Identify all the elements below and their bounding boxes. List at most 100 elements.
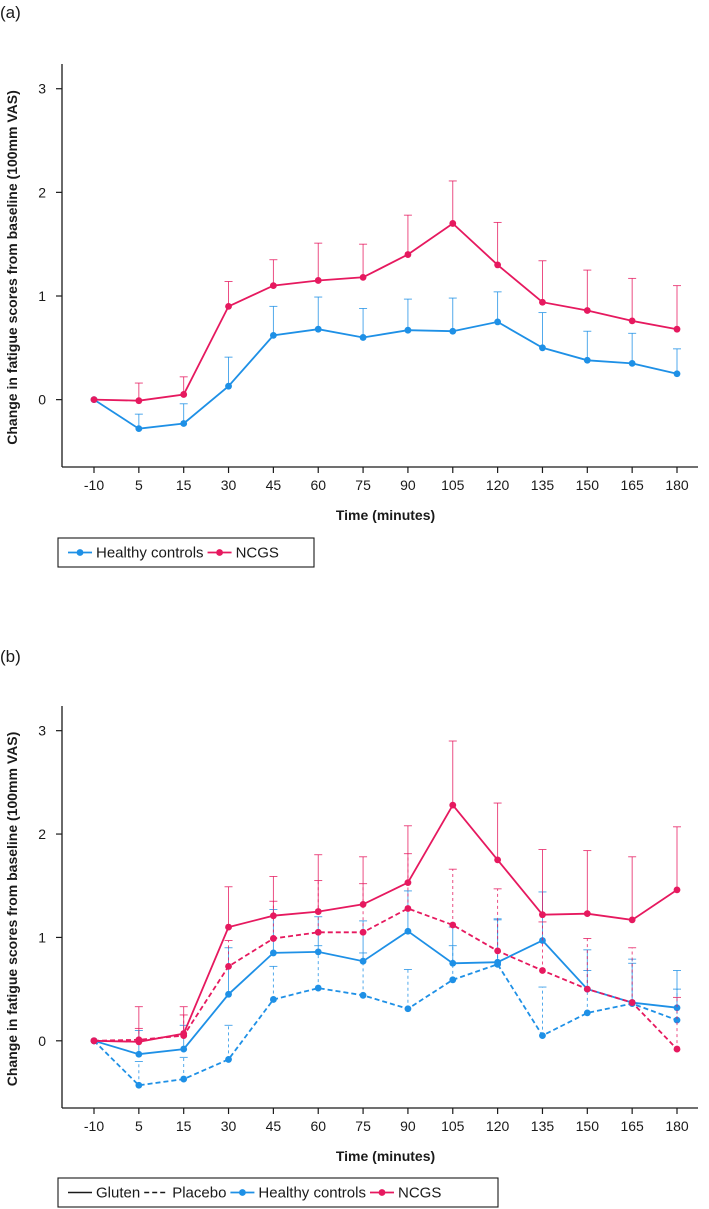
legend-label: Healthy controls [96, 545, 204, 562]
data-point [539, 1032, 546, 1040]
series-0 [90, 291, 681, 433]
x-tick-label: 45 [266, 477, 282, 493]
y-axis-title: Change in fatigue scores from baseline (… [4, 90, 20, 445]
y-axis-title: Change in fatigue scores from baseline (… [4, 732, 20, 1087]
data-point [449, 976, 457, 984]
x-tick-label: 150 [576, 1118, 600, 1134]
data-point [539, 967, 546, 974]
data-point [225, 382, 232, 390]
data-point [583, 356, 591, 364]
x-tick-label: 75 [355, 477, 371, 493]
data-point [314, 325, 322, 333]
y-tick-label: 0 [38, 392, 46, 408]
data-point [135, 1050, 143, 1058]
data-point [404, 251, 412, 258]
data-point [269, 331, 277, 339]
data-point [583, 307, 591, 314]
legend-label: NCGS [398, 1185, 441, 1202]
data-point [404, 905, 412, 912]
data-point [314, 984, 322, 992]
data-point [539, 344, 546, 352]
data-point [494, 856, 502, 864]
data-point [449, 801, 457, 809]
data-point [90, 396, 98, 404]
data-point [404, 1005, 412, 1013]
data-point [180, 1032, 188, 1040]
x-tick-label: 120 [486, 1118, 510, 1134]
x-tick-label: 105 [441, 477, 465, 493]
data-point [359, 957, 367, 965]
series-line [93, 320, 678, 430]
y-tick-label: 2 [38, 826, 46, 842]
x-tick-label: 105 [441, 1118, 465, 1134]
x-tick-label: 15 [176, 477, 192, 493]
data-point [225, 302, 232, 310]
panel-label: (a) [0, 3, 21, 22]
legend-item-1: NCGS [207, 545, 279, 562]
data-point [135, 1081, 143, 1089]
legend-item-0: Gluten [68, 1185, 140, 1202]
x-tick-label: 15 [176, 1118, 192, 1134]
x-tick-label: 75 [355, 1118, 371, 1134]
x-axis-title: Time (minutes) [336, 1148, 435, 1164]
data-point [494, 318, 502, 326]
data-point [539, 298, 546, 306]
x-tick-label: 180 [665, 1118, 689, 1134]
x-tick-label: 60 [310, 1118, 326, 1134]
data-point [628, 359, 636, 367]
legend-marker [378, 1189, 386, 1196]
data-point [628, 999, 636, 1006]
series-line [93, 930, 678, 1056]
legend-label: Placebo [172, 1185, 226, 1202]
series-2 [90, 740, 681, 1046]
x-tick-label: 30 [221, 477, 237, 493]
data-point [314, 277, 322, 284]
legend: Healthy controls NCGS [57, 537, 315, 568]
data-point [494, 960, 502, 968]
data-point [583, 910, 591, 918]
data-point [359, 273, 367, 281]
panel-label: (b) [0, 647, 21, 666]
legend-item-0: Healthy controls [68, 545, 204, 562]
data-point [628, 317, 636, 325]
data-point [628, 916, 636, 924]
data-point [269, 949, 277, 957]
data-point [449, 327, 457, 335]
data-point [449, 921, 457, 929]
legend-box [57, 537, 315, 568]
x-tick-label: 5 [135, 1118, 143, 1134]
x-tick-label: 165 [620, 1118, 644, 1134]
data-point [225, 962, 232, 970]
data-point [449, 959, 457, 967]
legend-box [57, 1177, 499, 1208]
x-tick-label: 60 [310, 477, 326, 493]
data-point [404, 927, 412, 935]
data-point [673, 1045, 681, 1053]
x-tick-label: -10 [84, 477, 104, 493]
x-tick-label: 120 [486, 477, 510, 493]
data-point [135, 425, 143, 433]
data-point [225, 990, 232, 998]
legend: Gluten Placebo Healthy controls NCGS [57, 1177, 499, 1208]
x-axis-title: Time (minutes) [336, 507, 435, 523]
y-tick-label: 1 [38, 288, 46, 304]
data-point [90, 1037, 98, 1045]
data-point [359, 900, 367, 908]
x-tick-label: 30 [221, 1118, 237, 1134]
x-tick-label: 5 [135, 477, 143, 493]
x-tick-label: 135 [531, 477, 555, 493]
data-point [583, 1009, 591, 1017]
data-point [180, 1045, 188, 1053]
data-point [539, 911, 546, 919]
y-tick-label: 1 [38, 929, 46, 945]
series-line [93, 907, 678, 1050]
series-1 [90, 180, 681, 405]
legend-marker [76, 549, 84, 556]
series-line [93, 963, 678, 1087]
data-point [269, 935, 277, 942]
x-tick-label: 90 [400, 1118, 416, 1134]
legend-marker [239, 1189, 246, 1196]
data-point [673, 325, 681, 333]
data-point [314, 928, 322, 936]
